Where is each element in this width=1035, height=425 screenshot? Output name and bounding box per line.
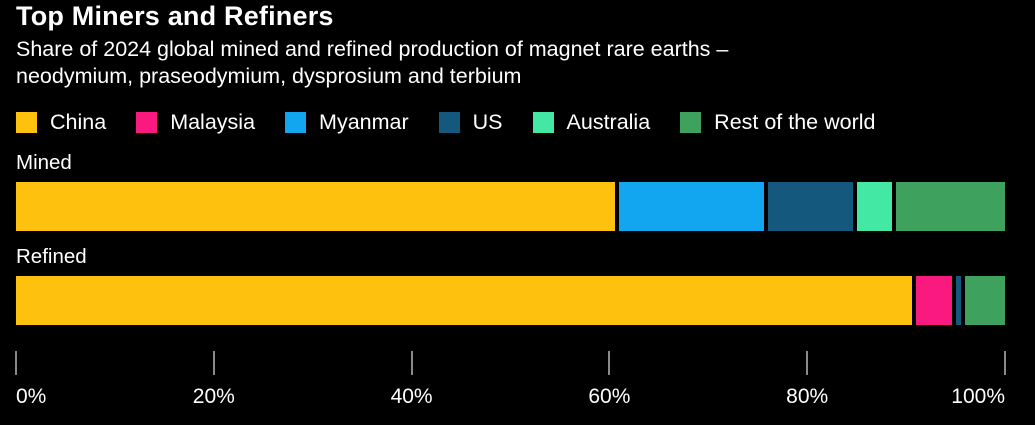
legend-label: Myanmar [319,110,409,135]
stacked-bar-mined [16,182,1005,232]
legend-swatch-myanmar [285,112,307,134]
stacked-bar-refined [16,276,1005,326]
axis-tick-100- [1004,351,1006,376]
axis-tick-label-0-: 0% [16,385,47,409]
legend-item-malaysia: Malaysia [136,110,255,135]
bar-segment-refined-rest-of-the-world [965,276,1005,326]
chart-title: Top Miners and Refiners [16,1,334,31]
chart-row-mined: Mined [16,151,1005,232]
chart-row-refined: Refined [16,245,1005,326]
axis-tick-80- [806,351,809,376]
bar-segment-mined-rest-of-the-world [896,182,1005,232]
bar-segment-refined-us [955,276,966,326]
legend-label: Rest of the world [714,110,876,135]
bar-label-mined: Mined [16,151,72,175]
legend-item-myanmar: Myanmar [285,110,409,135]
subtitle-line-2: neodymium, praseodymium, dysprosium and … [16,64,522,89]
legend-item-australia: Australia [532,110,651,135]
axis-tick-0- [15,351,17,376]
legend-swatch-us [438,112,460,134]
x-axis: 0% 20% 40% 60% 80% 100% [15,351,1006,413]
legend-swatch-australia [532,112,554,134]
axis-tick-40- [410,351,413,376]
bar-segment-refined-malaysia [915,276,956,326]
bar-label-refined: Refined [16,245,87,269]
axis-tick-20- [212,351,215,376]
legend-item-china: China [16,110,106,135]
axis-tick-label-60-: 60% [588,385,631,409]
legend-label: US [472,110,503,135]
chart-rows: Mined Refined [16,151,1005,326]
subtitle-line-1: Share of 2024 global mined and refined p… [16,37,729,62]
legend-label: Australia [566,110,651,135]
legend-swatch-rest-of-the-world [680,112,702,134]
bar-segment-mined-us [767,182,857,232]
axis-tick-60- [608,351,611,376]
legend-item-rest-of-the-world: Rest of the world [680,110,876,135]
axis-tick-label-40-: 40% [390,385,433,409]
axis-tick-label-20-: 20% [192,385,235,409]
legend-swatch-malaysia [136,112,158,134]
bar-segment-mined-myanmar [619,182,768,232]
bar-segment-refined-china [16,276,916,326]
bar-segment-mined-china [16,182,620,232]
axis-tick-label-100-: 100% [951,385,1005,409]
legend-item-us: US [438,110,503,135]
chart-page: Top Miners and Refiners Share of 2024 gl… [15,1,1006,413]
legend-label: Malaysia [170,110,256,135]
bar-segment-mined-australia [856,182,897,232]
chart-subtitle: Share of 2024 global mined and refined p… [16,36,1005,90]
legend-swatch-china [16,112,37,134]
axis-tick-label-80-: 80% [786,385,829,409]
legend: China Malaysia Myanmar US Australia Rest of t… [16,110,1005,135]
legend-label: China [50,110,107,135]
